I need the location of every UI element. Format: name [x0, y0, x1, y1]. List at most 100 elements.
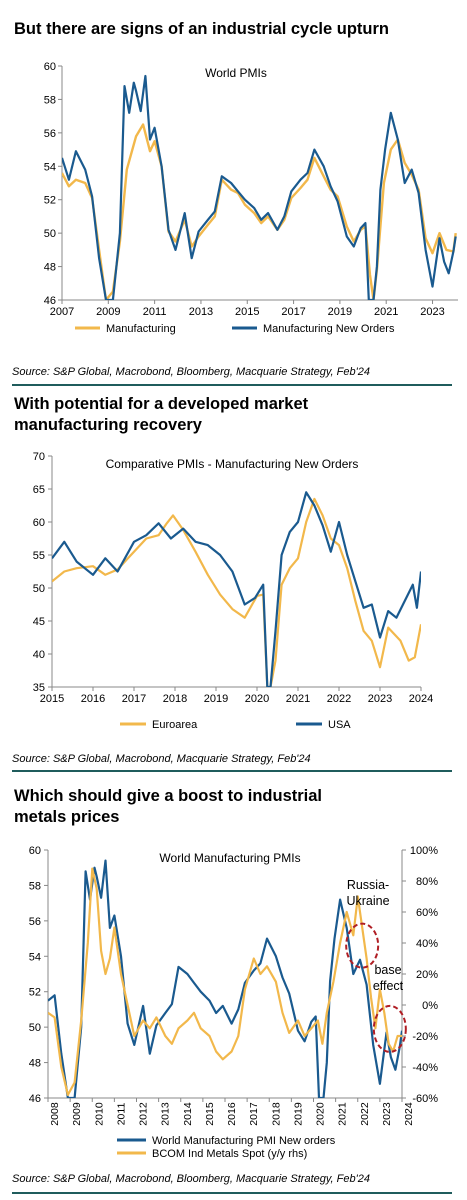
y-tick-label: 40: [33, 649, 45, 661]
annotation-label: Russia-: [347, 878, 389, 892]
annotation-circle: [372, 1004, 407, 1053]
series-line: [62, 123, 457, 300]
y2-tick-label: -40%: [412, 1062, 438, 1074]
x-tick-label: 2016: [226, 1102, 238, 1126]
x-tick-label: 2014: [182, 1102, 194, 1126]
y-tick-label: 56: [29, 916, 41, 928]
y-tick-label: 46: [29, 1093, 41, 1105]
x-tick-label: 2020: [315, 1102, 327, 1126]
divider: [12, 770, 452, 772]
chart-world-manufacturing-metals: 46 48 50 52 54 56 58 60 -60% -40% -20% 0% 20% 40% 60% 8…: [29, 845, 438, 1160]
y-tick-label: 46: [44, 295, 56, 307]
x-tick-label: 2009: [96, 306, 120, 318]
x-tick-label: 2013: [189, 306, 213, 318]
x-tick-label: 2022: [359, 1102, 371, 1126]
x-tick-label: 2019: [204, 693, 228, 705]
y-tick-label: 54: [29, 951, 41, 963]
y2-tick-label: -20%: [412, 1031, 438, 1043]
chart-comparative-pmis: 35 40 45 50 55 60 65 70 2015 2016 2017 2018 2019 2020…: [33, 451, 433, 731]
x-tick-label: 2020: [245, 693, 269, 705]
x-tick-label: 2015: [40, 693, 64, 705]
panel-metals: Which should give a boost to industrial …: [0, 776, 467, 1200]
x-tick-label: 2011: [115, 1103, 127, 1126]
y-tick-label: 58: [29, 880, 41, 892]
y-tick-label: 50: [44, 228, 56, 240]
x-tick-label: 2017: [248, 1102, 260, 1126]
annotation-label: base: [374, 963, 401, 977]
legend-label: Euroarea: [152, 719, 198, 731]
chart-title: World PMIs: [205, 66, 267, 80]
legend-label: USA: [328, 719, 351, 731]
panel-world-pmis: But there are signs of an industrial cyc…: [0, 0, 467, 388]
y-tick-label: 60: [29, 845, 41, 857]
y-tick-label: 45: [33, 616, 45, 628]
x-tick-label: 2023: [381, 1102, 393, 1126]
legend-label: Manufacturing New Orders: [263, 323, 395, 335]
y2-tick-label: 40%: [416, 938, 438, 950]
x-tick-label: 2007: [50, 306, 74, 318]
y-tick-label: 48: [44, 262, 56, 274]
chart-title: World Manufacturing PMIs: [159, 851, 300, 865]
plot-area: [52, 491, 421, 687]
x-tick-label: 2021: [374, 306, 398, 318]
y-tick-label: 50: [33, 583, 45, 595]
legend-label: BCOM Ind Metals Spot (y/y rhs): [152, 1148, 307, 1160]
x-tick-label: 2012: [138, 1102, 150, 1126]
y-tick-label: 58: [44, 94, 56, 106]
y-tick-label: 56: [44, 128, 56, 140]
y2-tick-label: 100%: [410, 845, 438, 857]
plot-area: [62, 74, 457, 300]
x-tick-label: 2013: [160, 1102, 172, 1126]
x-tick-label: 2021: [337, 1102, 349, 1126]
x-tick-label: 2017: [281, 306, 305, 318]
x-tick-label: 2023: [420, 306, 444, 318]
divider: [12, 384, 452, 386]
y2-tick-label: 20%: [416, 969, 438, 981]
y-tick-label: 70: [33, 451, 45, 463]
x-tick-label: 2024: [409, 693, 433, 705]
panel-heading: With potential for a developed market ma…: [14, 395, 309, 434]
chart-world-pmis: 46 48 50 52 54 56 58 60 2007 2009 2011 2013 2015 2017…: [44, 61, 458, 335]
x-tick-label: 2021: [286, 693, 310, 705]
x-tick-label: 2015: [235, 306, 259, 318]
x-tick-label: 2017: [122, 693, 146, 705]
x-tick-label: 2018: [163, 693, 187, 705]
divider: [12, 1192, 452, 1194]
y-tick-label: 52: [29, 987, 41, 999]
x-tick-label: 2019: [328, 306, 352, 318]
plot-area: [48, 859, 402, 1098]
x-tick-label: 2023: [368, 693, 392, 705]
series-line: [48, 867, 402, 1096]
series-line: [62, 74, 457, 300]
x-tick-label: 2010: [93, 1102, 105, 1126]
y-tick-label: 35: [33, 682, 45, 694]
series-line: [52, 497, 421, 687]
y-tick-label: 52: [44, 195, 56, 207]
x-tick-label: 2008: [49, 1102, 61, 1126]
x-tick-label: 2018: [270, 1102, 282, 1126]
x-tick-label: 2024: [403, 1102, 415, 1126]
y2-tick-label: 60%: [416, 907, 438, 919]
panel-heading: Which should give a boost to industrial …: [14, 787, 323, 826]
annotation-label: effect: [373, 979, 404, 993]
y-tick-label: 55: [33, 550, 45, 562]
y2-tick-label: 80%: [416, 876, 438, 888]
y-tick-label: 65: [33, 484, 45, 496]
y-tick-label: 60: [33, 517, 45, 529]
y-tick-label: 54: [44, 161, 56, 173]
y-tick-label: 50: [29, 1022, 41, 1034]
x-tick-label: 2015: [204, 1102, 216, 1126]
y2-tick-label: -60%: [412, 1093, 438, 1105]
annotation-label: Ukraine: [346, 894, 389, 908]
panel-heading: But there are signs of an industrial cyc…: [14, 20, 389, 38]
source-note: Source: S&P Global, Macrobond, Bloomberg…: [12, 1173, 370, 1185]
series-line: [52, 491, 421, 687]
source-note: Source: S&P Global, Macrobond, Bloomberg…: [12, 366, 370, 378]
x-tick-label: 2009: [71, 1102, 83, 1126]
annotation-circle: [345, 922, 380, 969]
y-tick-label: 48: [29, 1058, 41, 1070]
y2-tick-label: 0%: [422, 1000, 438, 1012]
x-tick-label: 2022: [327, 693, 351, 705]
x-tick-label: 2016: [81, 693, 105, 705]
x-tick-label: 2011: [143, 306, 167, 318]
